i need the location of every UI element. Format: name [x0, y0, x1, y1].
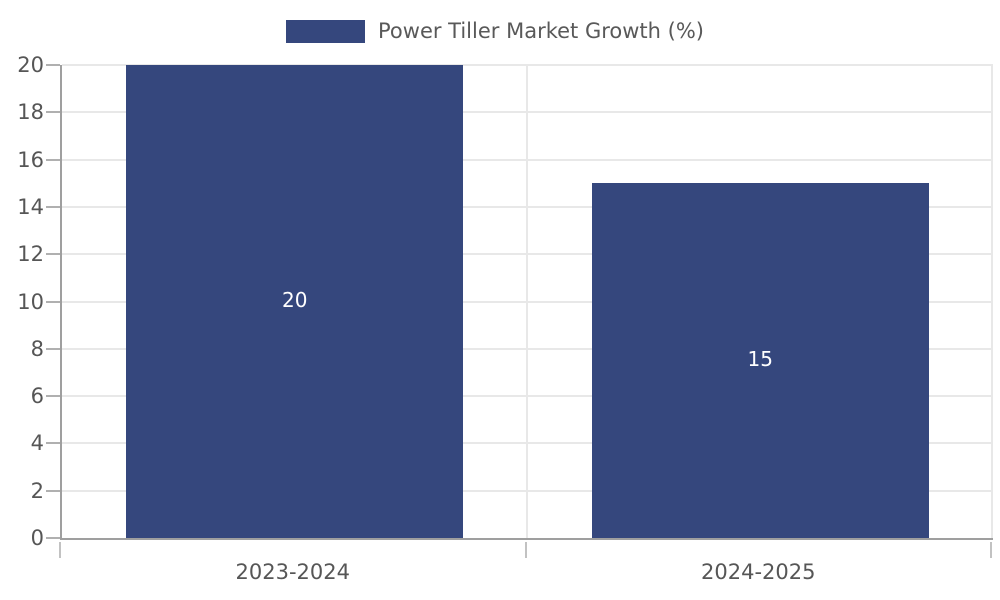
y-tick-label: 14: [17, 194, 44, 219]
gridline-horizontal: [62, 111, 993, 114]
y-tick-mark: [46, 395, 60, 398]
y-tick-mark: [46, 442, 60, 445]
bar-value-label: 15: [747, 346, 773, 371]
gridline-horizontal: [62, 158, 993, 161]
gridline-horizontal: [62, 442, 993, 445]
y-tick-mark: [46, 300, 60, 303]
y-tick-mark: [46, 489, 60, 492]
gridline-horizontal: [62, 347, 993, 350]
gridline-horizontal: [62, 253, 993, 256]
legend-label: Power Tiller Market Growth (%): [378, 19, 704, 43]
bar: 20: [126, 65, 464, 538]
y-tick-label: 2: [30, 478, 44, 503]
y-tick-label: 18: [17, 100, 44, 125]
y-tick-label: 16: [17, 147, 44, 172]
x-tick-label: 2023-2024: [235, 560, 350, 584]
y-tick-label: 10: [17, 289, 44, 314]
gridline-vertical: [525, 65, 528, 538]
gridline-horizontal: [62, 300, 993, 303]
x-tick-label: 2024-2025: [701, 560, 816, 584]
y-tick-label: 4: [30, 431, 44, 456]
legend-swatch: [286, 19, 365, 43]
gridline-vertical: [991, 65, 993, 538]
y-tick-mark: [46, 205, 60, 208]
bar-value-label: 20: [282, 287, 308, 312]
chart-legend: Power Tiller Market Growth (%): [286, 19, 704, 43]
plot-area: 20 15: [60, 64, 993, 540]
x-tick-mark: [59, 542, 61, 558]
y-tick-mark: [46, 158, 60, 161]
y-tick-mark: [46, 111, 60, 114]
y-tick-label: 20: [17, 53, 44, 77]
gridline-horizontal: [62, 64, 993, 66]
y-tick-mark: [46, 253, 60, 256]
y-tick-mark: [46, 64, 60, 66]
y-tick-label: 6: [30, 384, 44, 409]
x-tick-mark: [990, 542, 992, 558]
y-tick-label: 8: [30, 336, 44, 361]
y-tick-label: 0: [30, 526, 44, 550]
bar: 15: [591, 183, 929, 538]
x-tick-mark: [524, 542, 527, 558]
y-tick-mark: [46, 347, 60, 350]
y-tick-mark: [46, 537, 60, 539]
gridline-horizontal: [62, 205, 993, 208]
y-tick-label: 12: [17, 242, 44, 267]
gridline-horizontal: [62, 395, 993, 398]
gridline-horizontal: [62, 489, 993, 492]
